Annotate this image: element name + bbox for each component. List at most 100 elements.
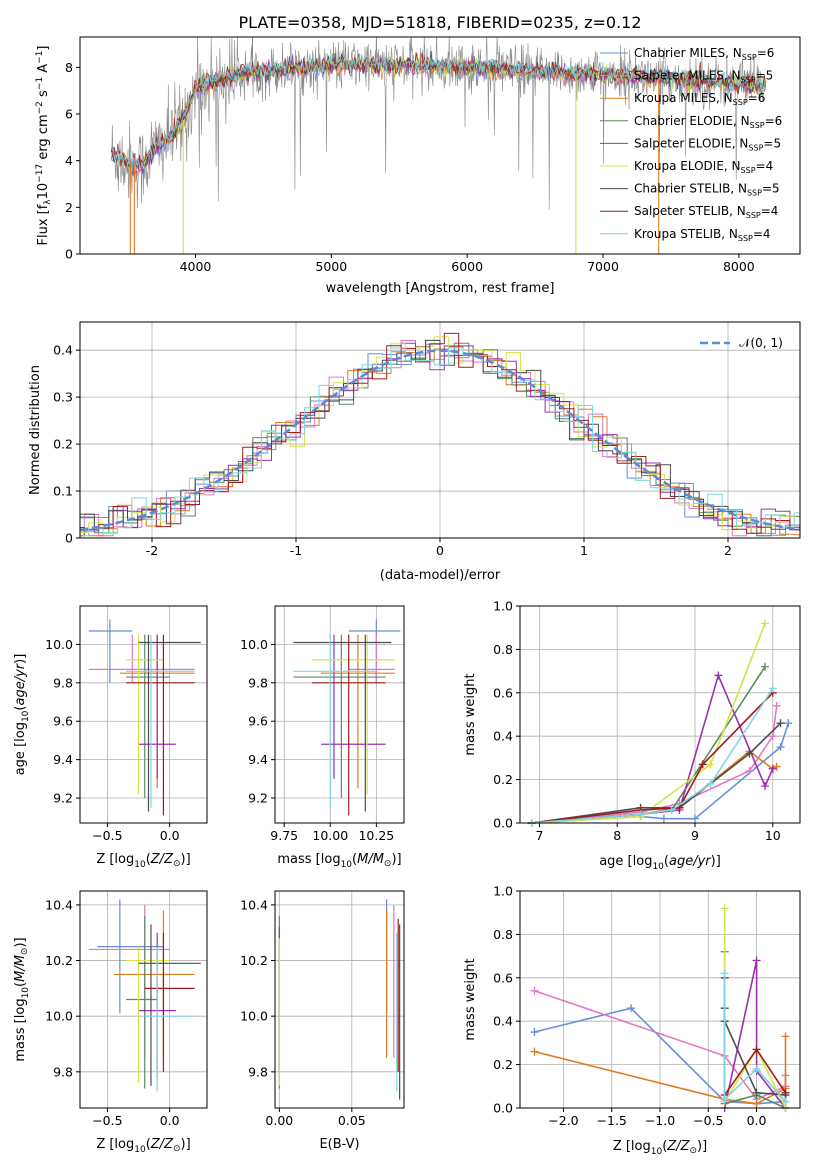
mass-weight-marker xyxy=(745,766,754,775)
spectrum-lines xyxy=(110,37,767,254)
legend-entry: Kroupa STELIB, NSSP=4 xyxy=(634,227,771,243)
y-tick-label: 9.2 xyxy=(248,791,268,806)
mass-weight-vs-age-panel: 7 8 9 10 0.0 0.2 0.4 0.6 0.8 1.0 age [log10(age/yr… xyxy=(463,599,801,872)
mass-weight-marker xyxy=(772,701,781,710)
y-tick-label: 0 xyxy=(65,247,73,262)
x-tick-label: 0.0 xyxy=(160,1113,180,1128)
y-tick-label: 9.6 xyxy=(53,714,73,729)
mass-weight-line xyxy=(531,623,766,824)
spectrum-panel: 4000 5000 6000 7000 8000 0 2 4 6 8 wavelength [Ang… xyxy=(35,36,801,296)
axes-frame xyxy=(79,36,801,255)
gaussian-curve xyxy=(80,349,800,532)
legend-entry: Chabrier MILES, NSSP=6 xyxy=(634,46,774,62)
mass-weight-marker xyxy=(706,779,715,788)
axes-frame xyxy=(274,605,405,824)
residual-histogram-step xyxy=(80,346,800,537)
axes-frame xyxy=(274,890,405,1109)
y-tick-label: 10.0 xyxy=(240,637,268,652)
mass-weight-marker xyxy=(776,719,785,728)
x-tick-label: 8 xyxy=(613,828,621,843)
mass-weight-line xyxy=(531,692,774,824)
mass-weight-marker xyxy=(781,1032,790,1041)
y-tick-label: 0.2 xyxy=(53,437,73,452)
y-tick-label: 0.6 xyxy=(493,970,513,985)
x-tick-label: 0.05 xyxy=(338,1113,366,1128)
mass-weight-marker xyxy=(776,743,785,752)
x-tick-label: -2 xyxy=(146,543,158,558)
y-axis-label: mass weight xyxy=(463,958,478,1040)
histogram-group xyxy=(80,332,800,537)
x-tick-label: 7000 xyxy=(587,259,619,274)
legend-entry: Kroupa MILES, NSSP=6 xyxy=(634,91,765,107)
y-tick-label: 0.3 xyxy=(53,390,73,405)
y-tick-label: 8 xyxy=(65,60,73,75)
y-tick-label: 9.6 xyxy=(248,714,268,729)
mass-weight-marker xyxy=(691,814,699,823)
mass-weight-marker xyxy=(768,684,777,693)
y-tick-label: 0.8 xyxy=(493,642,513,657)
age-vs-mass-panel: 9.75 10.00 10.25 9.2 9.4 9.6 9.8 10.0 mass [log1… xyxy=(240,605,405,870)
x-tick-label: 0.0 xyxy=(160,828,180,843)
mass-weight-marker xyxy=(530,1028,539,1037)
axes-frame xyxy=(79,605,208,824)
x-tick-label: 9 xyxy=(691,828,699,843)
mass-weight-marker xyxy=(781,1088,790,1097)
legend-entry: Salpeter ELODIE, NSSP=5 xyxy=(634,136,781,152)
y-tick-label: 10.0 xyxy=(240,1009,268,1024)
x-tick-label: 9.75 xyxy=(270,828,298,843)
axes-frame xyxy=(519,605,801,824)
x-tick-label: 0.00 xyxy=(265,1113,293,1128)
x-axis-label: Z [log10(Z/Z⊙)] xyxy=(96,852,190,870)
y-tick-label: 0.1 xyxy=(53,484,73,499)
mass-weight-marker xyxy=(761,782,769,791)
mass-weight-marker xyxy=(752,956,761,965)
y-tick-label: 1.0 xyxy=(493,599,513,614)
x-axis-label: wavelength [Angstrom, rest frame] xyxy=(326,281,555,296)
x-tick-label: −2.0 xyxy=(548,1113,578,1128)
mass-weight-marker xyxy=(745,749,754,758)
mass-weight-marker xyxy=(667,805,676,814)
legend-entry: Salpeter STELIB, NSSP=4 xyxy=(634,204,778,220)
legend-entry: Salpeter MILES, NSSP=5 xyxy=(634,69,773,85)
y-tick-label: 0.2 xyxy=(493,772,513,787)
x-tick-label: −0.5 xyxy=(92,828,122,843)
x-tick-label: 1 xyxy=(580,543,588,558)
y-axis-label: mass weight xyxy=(463,673,478,755)
mass-weight-marker xyxy=(698,760,707,769)
mass-weight-marker xyxy=(761,662,769,671)
y-tick-label: 0.8 xyxy=(493,927,513,942)
x-tick-label: 4000 xyxy=(180,259,212,274)
mass-weight-marker xyxy=(752,1088,761,1097)
residual-histogram-step xyxy=(80,332,800,534)
legend-entry: 𝒩(0, 1) xyxy=(739,336,783,350)
y-axis-label: Normed distribution xyxy=(28,365,43,495)
y-tick-label: 9.4 xyxy=(248,752,268,767)
y-tick-label: 0.6 xyxy=(493,685,513,700)
x-tick-label: 8000 xyxy=(723,259,755,274)
y-axis-label: mass [log10(M/M⊙)] xyxy=(13,937,31,1061)
y-tick-label: 0.2 xyxy=(493,1057,513,1072)
y-tick-label: 0.0 xyxy=(493,816,513,831)
x-tick-label: 0 xyxy=(436,543,444,558)
mass-weight-marker xyxy=(768,732,777,741)
y-tick-label: 4 xyxy=(65,153,73,168)
y-axis-label: age [log10(age/yr)] xyxy=(13,654,31,776)
figure-title: PLATE=0358, MJD=51818, FIBERID=0235, z=0… xyxy=(238,13,641,32)
x-tick-label: 6000 xyxy=(451,259,483,274)
y-tick-label: 10.4 xyxy=(45,897,73,912)
x-axis-label: Z [log10(Z/Z⊙)] xyxy=(613,1139,707,1157)
x-tick-label: 10.00 xyxy=(312,828,348,843)
y-tick-label: 10.2 xyxy=(45,953,73,968)
mass-weight-marker xyxy=(720,969,729,978)
mass-weight-marker xyxy=(752,1045,761,1054)
y-tick-label: 10.0 xyxy=(45,1009,73,1024)
mass-weight-marker xyxy=(636,810,645,819)
x-axis-label: mass [log10(M/M⊙)] xyxy=(277,852,401,870)
x-tick-label: 7 xyxy=(535,828,543,843)
y-tick-label: 9.4 xyxy=(53,752,73,767)
y-tick-label: 0.4 xyxy=(493,1014,513,1029)
axes-frame xyxy=(79,890,208,1109)
mass-weight-line xyxy=(723,960,787,1109)
mass-weight-marker xyxy=(720,904,729,913)
